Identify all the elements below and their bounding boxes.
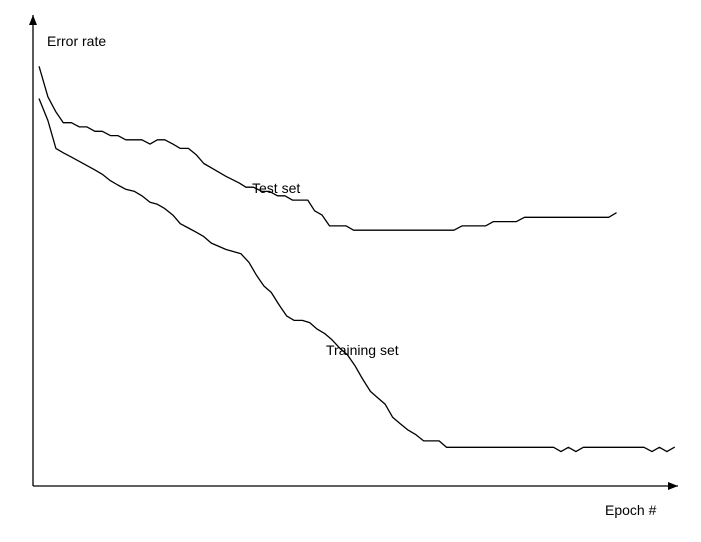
x-axis-label: Epoch #: [605, 502, 657, 518]
training-set-line: [38, 98, 675, 453]
training-set-label: Training set: [326, 342, 399, 358]
y-axis-label: Error rate: [47, 33, 106, 49]
test-set-line: [38, 66, 617, 231]
test-set-label: Test set: [252, 180, 300, 196]
